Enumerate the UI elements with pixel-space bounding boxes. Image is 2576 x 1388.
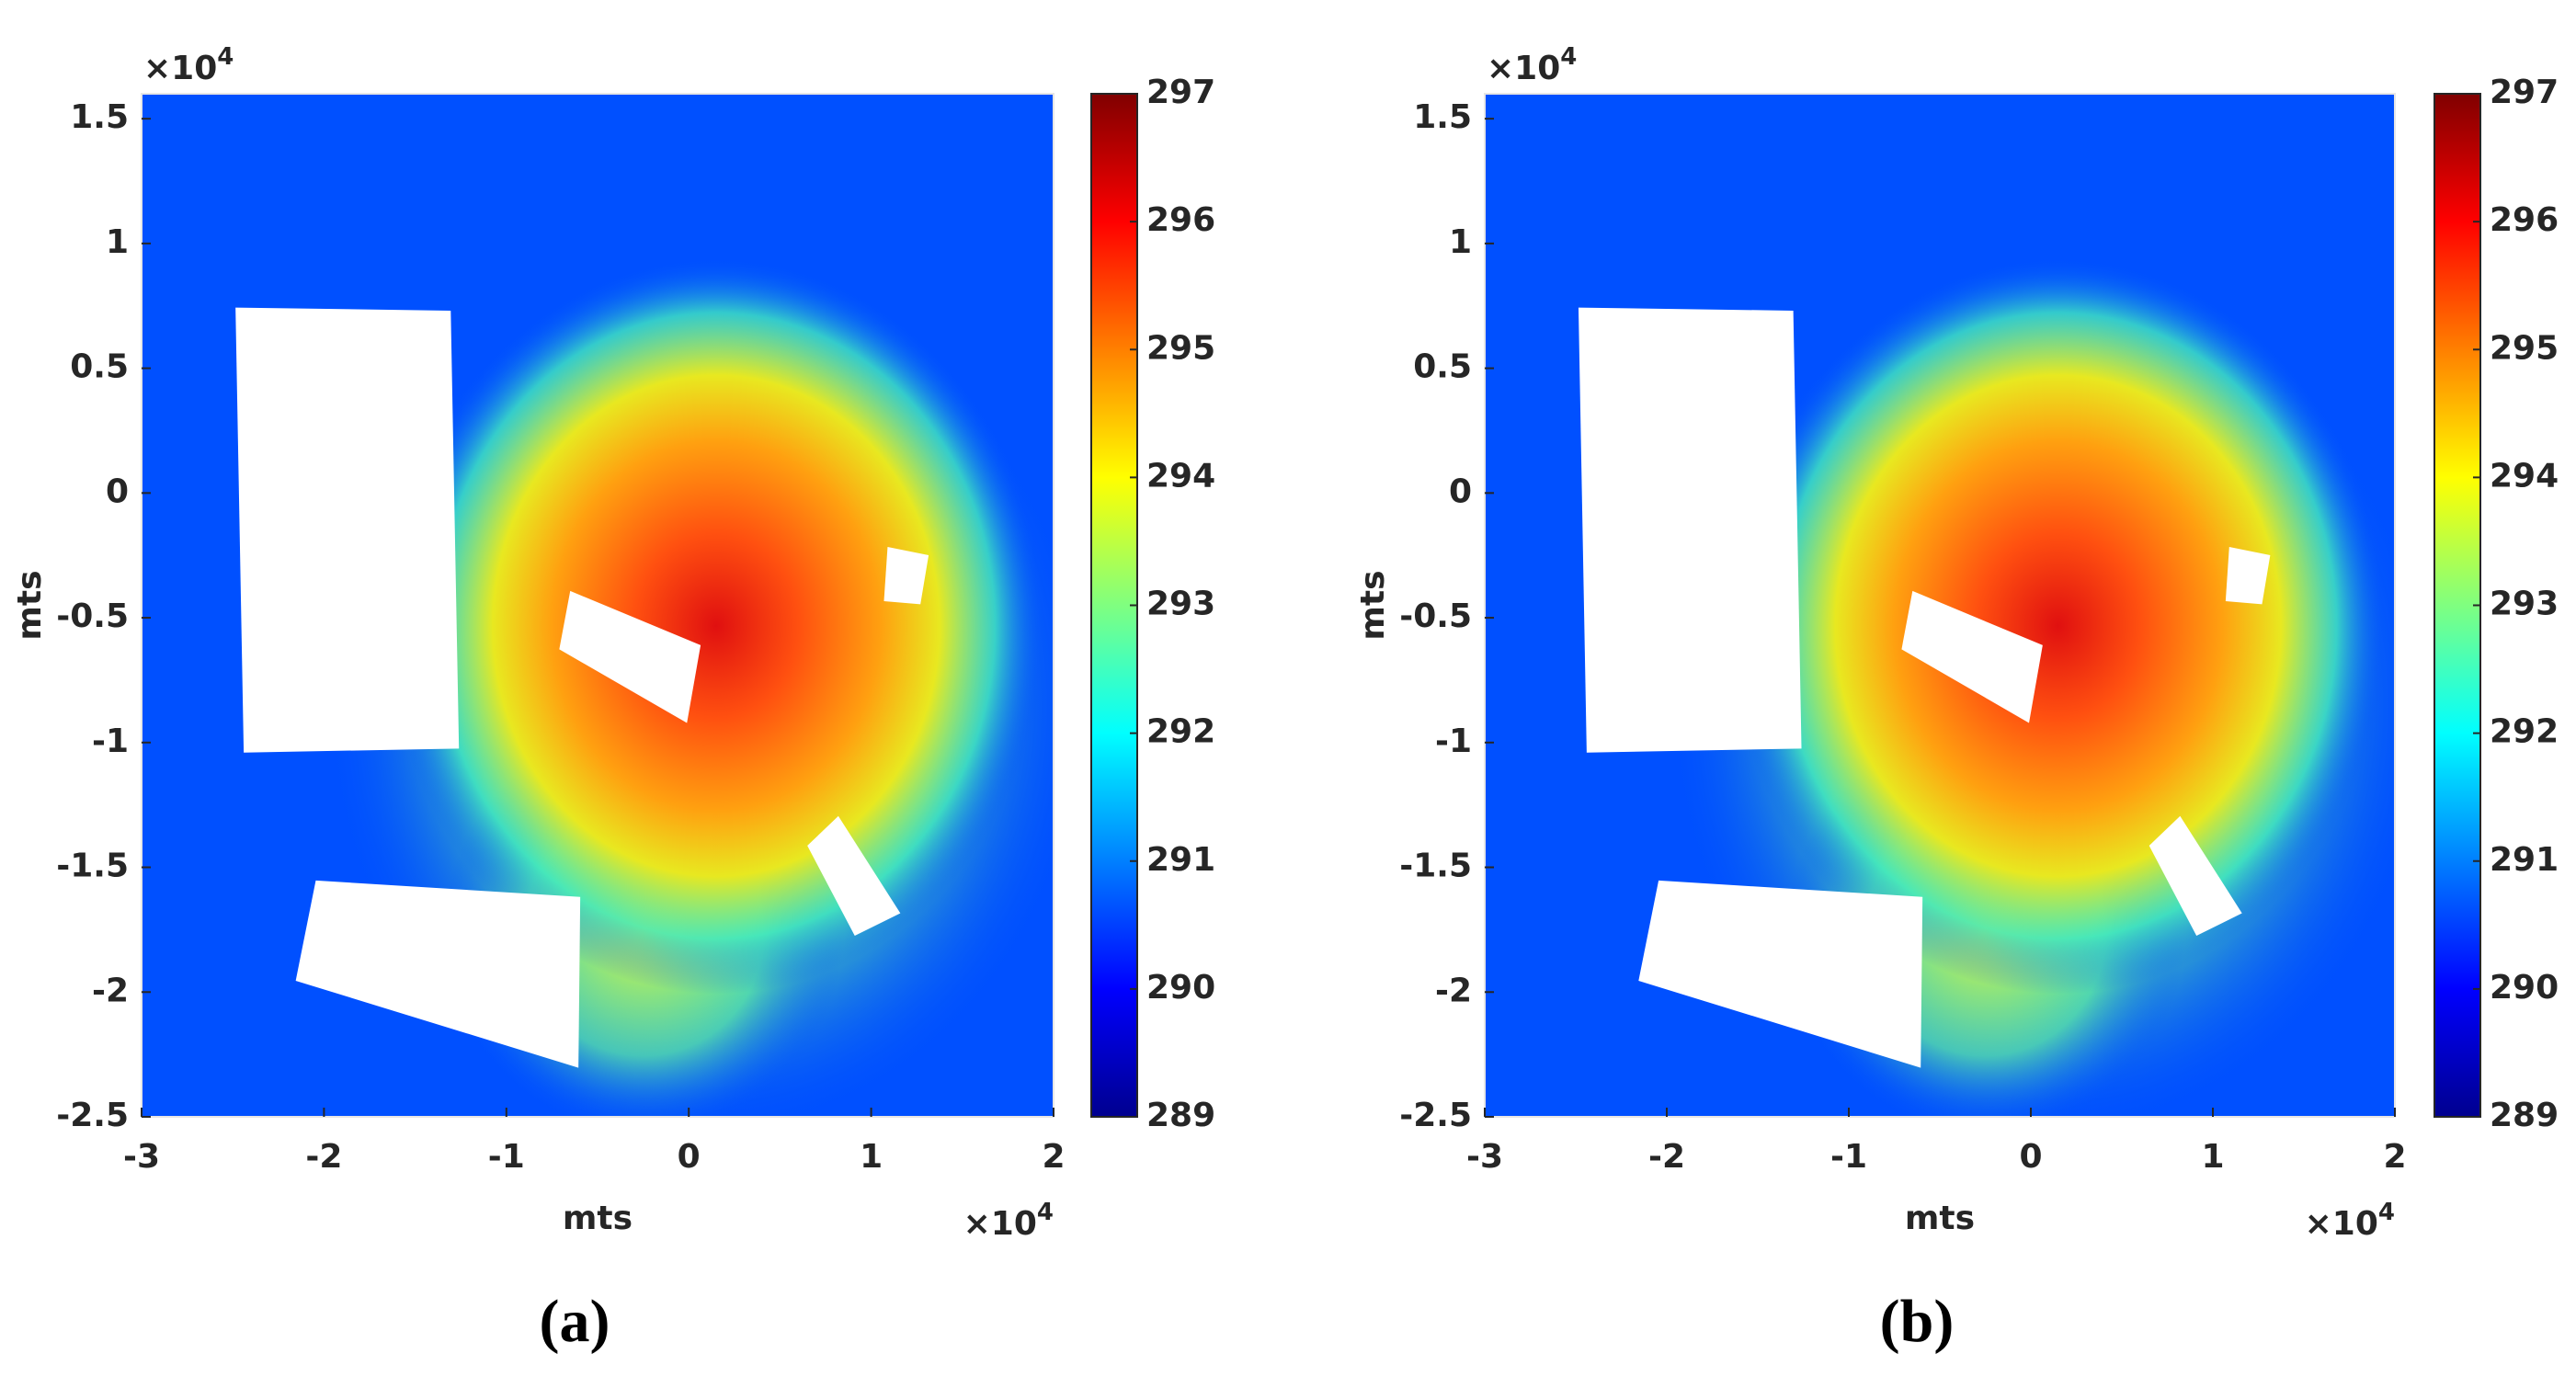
y-tick-label: -1 [92,722,129,760]
colorbar-tick-label: 289 [1146,1097,1215,1134]
obstacle [235,307,460,753]
colorbar [2434,93,2481,1118]
x-tick-label: 0 [678,1138,701,1176]
panel: -3 -2 -1 0 1 2 -2.5 -2 -1.5 -1 -0.5 0 0.5 1 1.5 mts mts ×… [11,43,1215,1356]
field [142,94,1054,1117]
x-tick-label: 2 [1042,1138,1065,1176]
obstacle [559,590,701,723]
colorbar-tick-label: 289 [2490,1097,2559,1134]
y-multiplier-exp: 4 [217,43,234,71]
y-tick-label: -2 [1435,972,1472,1009]
colorbar-tick-label: 296 [1146,201,1215,239]
x-multiplier-base: ×10 [963,1205,1037,1243]
y-tick-label: 0.5 [1413,348,1472,386]
y-tick-label: -0.5 [56,597,129,635]
x-axis-label: mts [563,1200,633,1237]
y-tick-label: 0 [1449,472,1472,510]
x-tick-label: 1 [2201,1138,2224,1176]
obstacle [2149,815,2242,936]
x-multiplier-base: ×10 [2305,1205,2378,1243]
y-tick-label: 0.5 [70,348,129,386]
y-tick-label: 1 [106,223,129,261]
x-multiplier-exp: 4 [1037,1199,1054,1226]
panel: -3 -2 -1 0 1 2 -2.5 -2 -1.5 -1 -0.5 0 0.5 1 1.5 mts mts ×… [1354,43,2559,1356]
obstacle [807,815,901,936]
y-tick-label: 1 [1449,223,1472,261]
x-tick-label: -2 [305,1138,342,1176]
plot-frame [141,93,1054,1118]
y-multiplier: ×104 [1487,43,1577,88]
y-tick-label: -2.5 [1399,1097,1472,1134]
x-tick-label: -3 [1466,1138,1503,1176]
plot-frame [1484,93,2396,1118]
obstacle [883,547,929,605]
x-tick-label: -2 [1648,1138,1685,1176]
y-tick-label: -2 [92,972,129,1009]
x-multiplier-exp: 4 [2378,1199,2395,1226]
x-tick-label: -3 [123,1138,160,1176]
field [1485,94,2395,1117]
y-axis-label: mts [11,570,49,640]
obstacle [295,880,581,1068]
y-tick-label: -0.5 [1399,597,1472,635]
colorbar-tick-label: 297 [1146,74,1215,111]
obstacle [1638,880,1923,1068]
field-hot [387,257,1045,995]
y-tick-label: 1.5 [70,98,129,136]
x-multiplier: ×104 [2305,1199,2395,1244]
y-tick-label: 0 [106,472,129,510]
panel-label: (b) [1880,1288,1955,1355]
y-tick-label: 1.5 [1413,98,1472,136]
colorbar-tick-label: 293 [2490,586,2559,623]
y-axis-label: mts [1354,570,1392,640]
y-tick-label: -1 [1435,722,1472,760]
colorbar-tick-label: 295 [1146,329,1215,367]
obstacle [1901,590,2043,723]
colorbar-tick-label: 294 [2490,457,2559,495]
x-tick-label: 2 [2383,1138,2406,1176]
panel-label: (a) [540,1288,610,1355]
colorbar-tick-label: 292 [1146,713,1215,751]
y-multiplier-base: ×10 [1487,50,1560,87]
y-multiplier-base: ×10 [143,50,217,87]
colorbar [1090,93,1138,1118]
obstacle [2225,547,2271,605]
colorbar-tick-label: 294 [1146,457,1215,495]
x-tick-label: -1 [1830,1138,1867,1176]
colorbar-tick-label: 290 [2490,969,2559,1007]
colorbar-tick-label: 291 [1146,841,1215,879]
y-multiplier-exp: 4 [1560,43,1577,71]
colorbar-tick-label: 292 [2490,713,2559,751]
x-axis-label: mts [1905,1200,1975,1237]
x-multiplier: ×104 [963,1199,1054,1244]
colorbar-tick-label: 293 [1146,586,1215,623]
colorbar-tick-label: 290 [1146,969,1215,1007]
y-tick-label: -1.5 [1399,848,1472,885]
y-multiplier: ×104 [143,43,234,88]
obstacle [1578,307,1802,753]
colorbar-tick-label: 297 [2490,74,2559,111]
colorbar-tick-label: 296 [2490,201,2559,239]
x-tick-label: -1 [488,1138,525,1176]
colorbar-tick-label: 295 [2490,329,2559,367]
x-tick-label: 0 [2019,1138,2042,1176]
x-tick-label: 1 [860,1138,883,1176]
colorbar-tick-label: 291 [2490,841,2559,879]
field-hot [1730,257,2387,995]
y-tick-label: -2.5 [56,1097,129,1134]
y-tick-label: -1.5 [56,848,129,885]
